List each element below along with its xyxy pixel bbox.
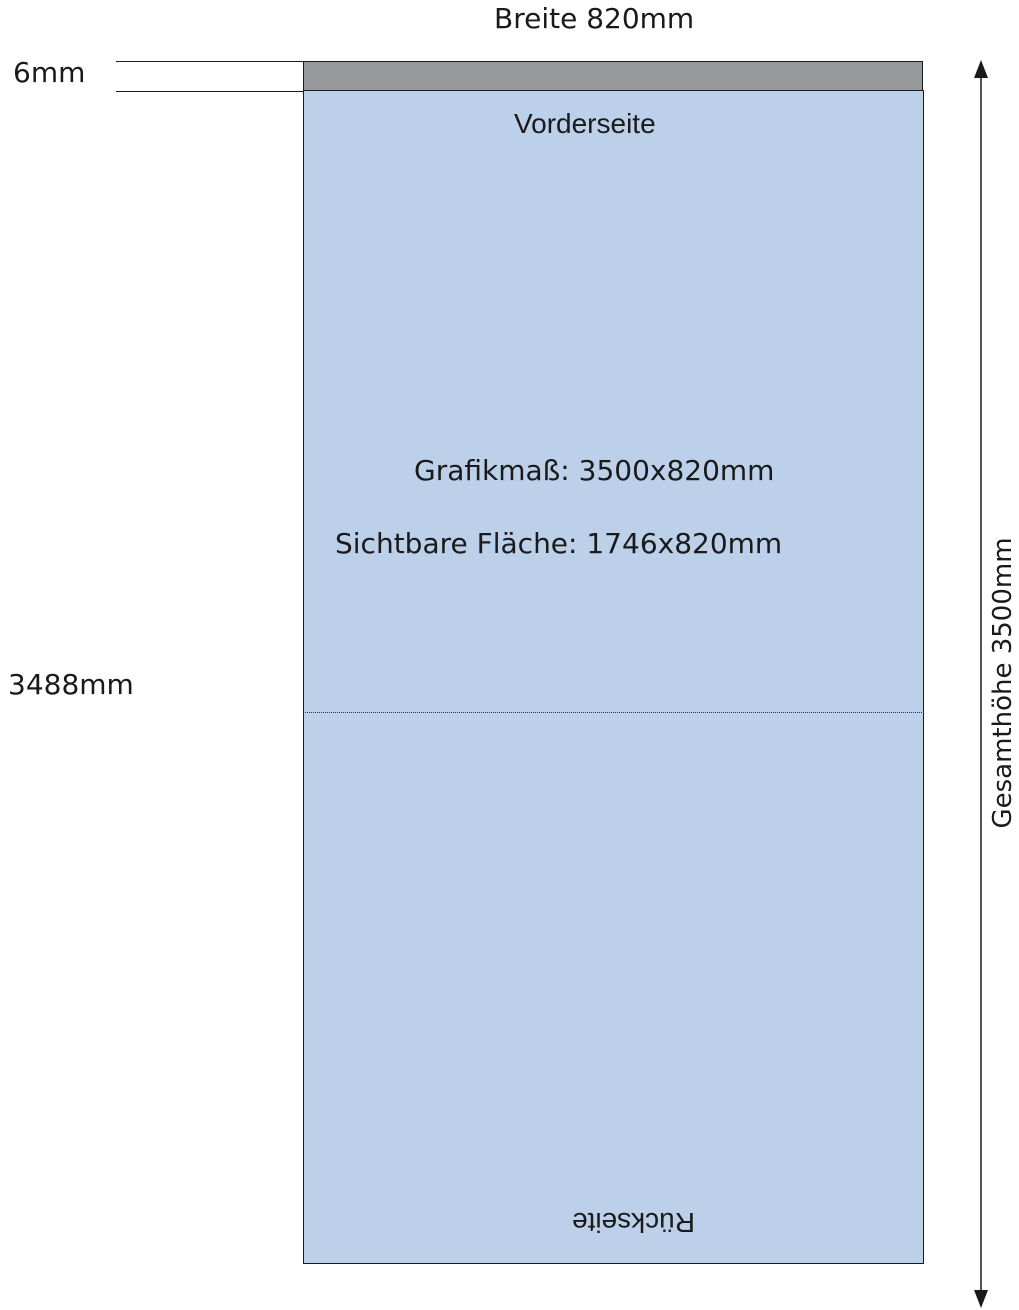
- fold-line: [303, 712, 924, 713]
- height-arrow: [974, 60, 988, 1308]
- bleed-top-line: [116, 61, 304, 62]
- front-side-label: Vorderseite: [514, 108, 656, 139]
- visible-area-label: Sichtbare Fläche: 1746x820mm: [335, 527, 783, 560]
- bleed-label: 6mm: [13, 56, 86, 89]
- width-label: Breite 820mm: [494, 2, 695, 35]
- banner-panel: [303, 90, 924, 1264]
- bleed-bottom-line: [116, 91, 304, 92]
- graphic-size-label: Grafikmaß: 3500x820mm: [414, 454, 775, 487]
- back-side-label: Rückseite: [572, 1207, 695, 1238]
- bleed-strip: [303, 61, 923, 91]
- height-left-label: 3488mm: [8, 668, 134, 701]
- total-height-label: Gesamthöhe 3500mm: [988, 537, 1018, 829]
